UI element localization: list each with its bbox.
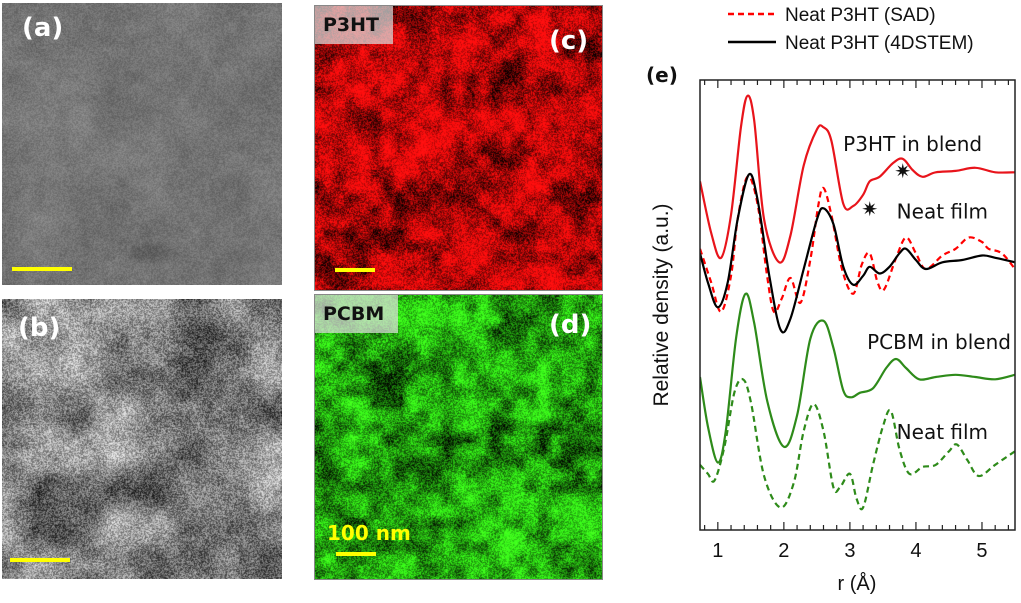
pcbm-tag: PCBM bbox=[315, 295, 399, 333]
series-line-neat-p3ht-4dstem bbox=[700, 172, 1015, 334]
panel-label-e: (e) bbox=[646, 63, 678, 87]
panel-label-d: (d) bbox=[549, 310, 592, 340]
panel-c-p3ht-map: P3HT (c) bbox=[314, 5, 603, 291]
p3ht-tag: P3HT bbox=[315, 6, 394, 44]
scalebar-d-label: 100 nm bbox=[327, 521, 411, 545]
panel-d-pcbm-map: PCBM (d) 100 nm bbox=[314, 294, 603, 580]
y-axis-label: Relative density (a.u.) bbox=[650, 203, 673, 406]
x-tick-label: 1 bbox=[712, 540, 723, 562]
x-tick-label: 5 bbox=[976, 540, 987, 562]
annotation-label: Neat film bbox=[897, 199, 988, 223]
scalebar-b bbox=[10, 558, 70, 562]
annotation-star-marker: ✷ bbox=[894, 159, 911, 183]
annotation-label: Neat film bbox=[897, 420, 988, 444]
panel-label-c: (c) bbox=[549, 26, 589, 56]
p3ht-map-image bbox=[315, 6, 602, 290]
legend-label-4dstem: Neat P3HT (4DSTEM) bbox=[785, 33, 974, 54]
x-tick-label: 2 bbox=[778, 540, 789, 562]
x-axis-label: r (Å) bbox=[838, 572, 877, 595]
micrograph-image-a bbox=[2, 3, 282, 285]
plot-frame bbox=[699, 79, 1016, 531]
annotation-label: PCBM in blend bbox=[867, 330, 1011, 354]
scalebar-c bbox=[335, 268, 375, 272]
panel-label-b: (b) bbox=[18, 313, 61, 343]
annotation-label: P3HT in blend bbox=[843, 132, 982, 156]
series-line-p3ht-in-blend bbox=[700, 94, 1015, 264]
series-line-pcbm-in-blend bbox=[700, 292, 1015, 464]
x-tick-label: 4 bbox=[910, 540, 921, 562]
pcbm-map-image bbox=[315, 295, 602, 579]
series-line-pcbm-neat-film bbox=[700, 377, 1015, 511]
scalebar-d bbox=[336, 552, 376, 556]
scalebar-a bbox=[12, 267, 72, 271]
chart-legend: Neat P3HT (SAD) Neat P3HT (4DSTEM) bbox=[728, 5, 974, 54]
panel-a-micrograph: (a) bbox=[2, 3, 282, 285]
legend-label-sad: Neat P3HT (SAD) bbox=[785, 5, 936, 26]
panel-b-map: (b) bbox=[2, 299, 282, 579]
annotation-layer: P3HT in blend Neat film PCBM in blend Neat … bbox=[843, 132, 1011, 444]
x-tick-label: 3 bbox=[844, 540, 855, 562]
map-image-b bbox=[2, 299, 282, 579]
axes-layer: 1 2 3 4 5 bbox=[699, 79, 1016, 562]
panel-label-a: (a) bbox=[22, 13, 64, 43]
annotation-star-marker: ✷ bbox=[861, 197, 878, 221]
series-line-neat-p3ht-sad bbox=[700, 175, 1015, 314]
series-layer bbox=[700, 94, 1015, 511]
